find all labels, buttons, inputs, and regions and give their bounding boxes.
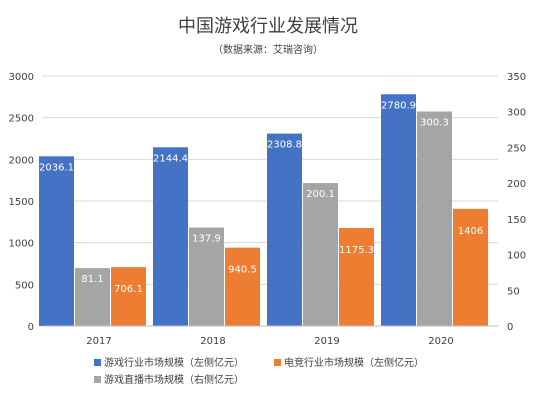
right-tick-label: 150 <box>507 215 526 226</box>
data-label: 940.5 <box>228 265 257 276</box>
data-label: 1175.3 <box>339 245 374 256</box>
data-label: 1406 <box>458 226 483 237</box>
bar <box>303 183 338 326</box>
right-tick-label: 350 <box>507 72 526 83</box>
left-tick-label: 2500 <box>9 114 34 125</box>
right-tick-label: 250 <box>507 143 526 154</box>
data-label: 706.1 <box>114 284 143 295</box>
right-tick-label: 300 <box>507 108 526 119</box>
right-axis: 0 50 100 150 200 250 300 350 <box>507 72 526 333</box>
legend-label: 电竞行业市场规模（左侧亿元） <box>284 356 424 369</box>
x-tick-label: 2017 <box>86 336 111 347</box>
legend: 游戏行业市场规模（左侧亿元） 电竞行业市场规模（左侧亿元） 游戏直播市场规模（右侧亿… <box>94 356 424 386</box>
x-axis: 2017 2018 2019 2020 <box>42 325 498 347</box>
data-label: 2036.1 <box>39 162 74 173</box>
legend-swatch <box>94 376 101 383</box>
left-tick-label: 3000 <box>9 72 34 83</box>
x-tick-label: 2019 <box>314 336 339 347</box>
data-label: 81.1 <box>81 274 103 285</box>
x-tick-label: 2020 <box>428 336 453 347</box>
left-tick-label: 2000 <box>9 155 34 166</box>
chart-title: 中国游戏行业发展情况 <box>178 16 358 37</box>
x-tick-label: 2018 <box>200 336 225 347</box>
data-label: 2780.9 <box>381 100 416 111</box>
data-label: 137.9 <box>192 234 221 245</box>
data-label: 2308.8 <box>267 140 302 151</box>
data-label: 200.1 <box>306 189 335 200</box>
right-tick-label: 0 <box>507 322 513 333</box>
right-tick-label: 50 <box>507 286 520 297</box>
left-tick-label: 500 <box>15 280 34 291</box>
legend-label: 游戏行业市场规模（左侧亿元） <box>104 356 244 369</box>
chart-subtitle: （数据来源：艾瑞咨询） <box>213 43 323 56</box>
bar <box>153 147 188 326</box>
data-label: 300.3 <box>420 118 449 129</box>
bar <box>39 156 74 326</box>
bar <box>453 208 488 326</box>
left-tick-label: 1000 <box>9 239 34 250</box>
legend-swatch <box>274 359 281 366</box>
left-tick-label: 0 <box>28 322 34 333</box>
right-tick-label: 100 <box>507 251 526 262</box>
bar <box>75 268 110 326</box>
left-tick-label: 1500 <box>9 197 34 208</box>
data-label: 2144.4 <box>153 153 188 164</box>
legend-swatch <box>94 359 101 366</box>
bar <box>225 247 260 326</box>
left-axis: 0 500 1000 1500 2000 2500 3000 <box>9 72 34 333</box>
right-tick-label: 200 <box>507 179 526 190</box>
bar <box>267 133 302 326</box>
data-labels: 2036.1 81.1 706.1 2144.4 137.9 940.5 2308.8 200… <box>39 100 483 295</box>
bar <box>417 111 452 326</box>
bars <box>39 94 488 326</box>
bar <box>111 267 146 326</box>
bar <box>381 94 416 326</box>
bar <box>339 228 374 326</box>
legend-label: 游戏直播市场规模（右侧亿元） <box>104 373 244 386</box>
bar <box>189 227 224 326</box>
